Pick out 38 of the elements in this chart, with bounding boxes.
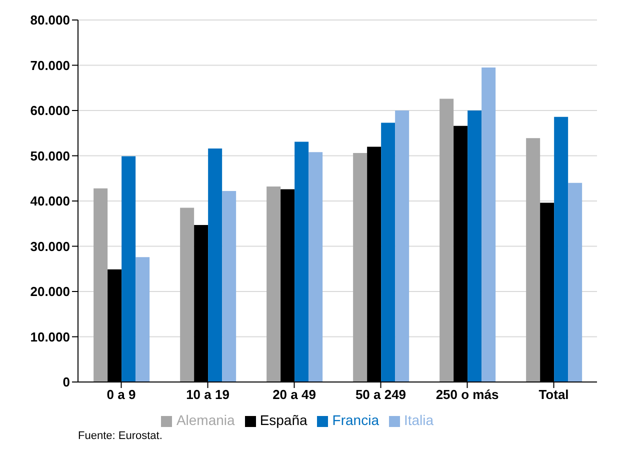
- source-note: Fuente: Eurostat.: [78, 430, 162, 442]
- bar: [136, 257, 150, 382]
- x-tick-label: 50 a 249: [355, 387, 406, 402]
- bar: [395, 110, 410, 382]
- y-tick-label: 70.000: [30, 58, 70, 73]
- bar: [180, 208, 194, 382]
- legend-label: España: [260, 412, 308, 428]
- legend-label: Italia: [404, 412, 434, 428]
- bar: [482, 68, 496, 382]
- legend-label: Alemania: [176, 412, 235, 428]
- bar: [568, 182, 582, 382]
- bar: [208, 148, 222, 382]
- bar: [468, 110, 482, 382]
- bar: [526, 138, 540, 382]
- y-tick-label: 60.000: [30, 103, 70, 118]
- y-tick-label: 10.000: [30, 329, 70, 344]
- y-tick-label: 80.000: [30, 12, 70, 28]
- x-tick-label: 250 o más: [436, 387, 499, 402]
- x-tick-label: Total: [538, 387, 569, 402]
- y-tick-label: 20.000: [30, 284, 70, 300]
- y-tick-label: 0: [62, 374, 70, 390]
- bar: [554, 116, 568, 382]
- bar: [266, 186, 281, 382]
- x-tick-label: 0 a 9: [106, 387, 136, 402]
- bar: [122, 156, 136, 382]
- y-tick-label: 40.000: [30, 194, 70, 209]
- x-tick-label: 20 a 49: [272, 387, 316, 402]
- bar: [222, 191, 236, 382]
- y-tick-label: 50.000: [30, 148, 70, 164]
- bar: [94, 188, 108, 382]
- bar: [381, 122, 396, 382]
- x-tick-label: 10 a 19: [186, 387, 230, 402]
- bar: [294, 142, 309, 382]
- legend-label: Francia: [332, 412, 379, 428]
- bar: [440, 98, 454, 382]
- y-tick-label: 30.000: [30, 238, 70, 254]
- bar: [308, 152, 323, 382]
- bar: [353, 153, 368, 382]
